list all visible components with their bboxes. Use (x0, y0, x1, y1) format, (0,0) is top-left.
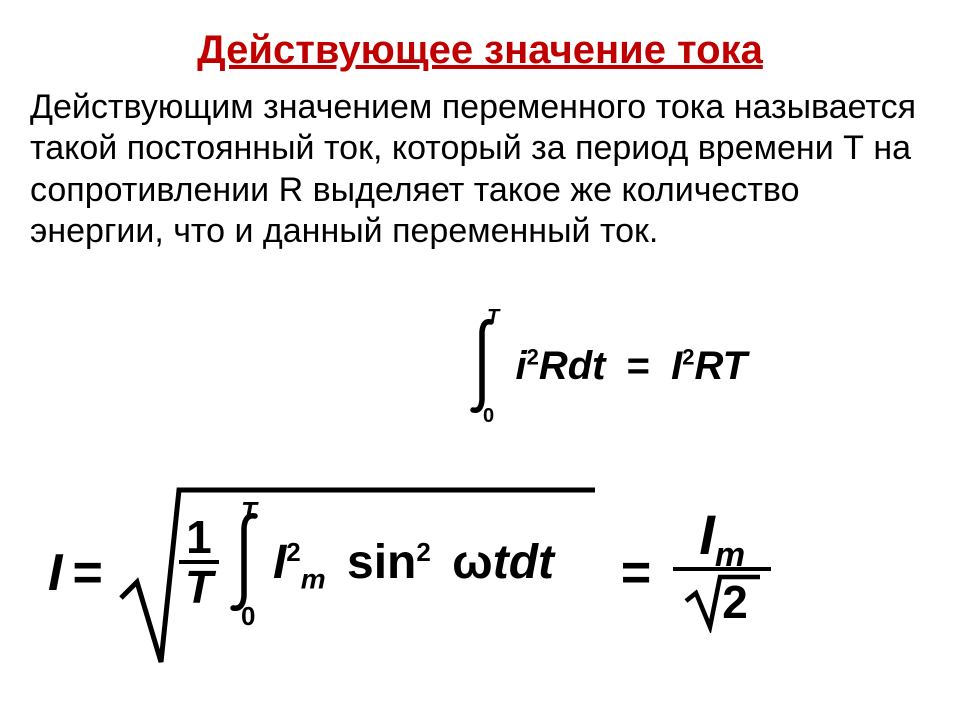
equals-sign: = (627, 344, 650, 388)
int2-lower: 0 (241, 601, 255, 632)
formula-energy-equality: T 0 i2Rdt = I2RT (465, 310, 747, 422)
var-I-result: I (48, 543, 62, 603)
equals-1: = (72, 543, 102, 603)
var-t: t (493, 536, 509, 589)
definition-text: Действующим значением переменного тока н… (30, 87, 930, 253)
integral-lower: 0 (483, 405, 494, 428)
slide: Действующее значение тока Действующим зн… (0, 0, 960, 720)
omega: ω (452, 536, 493, 589)
slide-title: Действующее значение тока (30, 28, 930, 73)
fraction-1-over-T: 1 T (179, 514, 219, 610)
frac-den: T (179, 564, 219, 610)
var-T: T (723, 344, 747, 388)
integral-symbol-2: T 0 (229, 502, 267, 622)
exp-Im: 2 (286, 537, 300, 567)
rhs-den-2: 2 (722, 579, 748, 625)
integral-symbol: T 0 (465, 310, 511, 422)
var-i: i (515, 344, 526, 388)
exp-sin: 2 (416, 537, 430, 567)
rhs-den: 2 (682, 571, 762, 639)
rhs-I: I (699, 503, 715, 566)
integrand: I2m sin2 ωtdt (273, 535, 554, 590)
var-R-b: R (694, 344, 722, 388)
radical-content: 1 T T 0 I2m sin2 ωtdt (179, 502, 554, 622)
var-dt-2: dt (509, 536, 554, 589)
exp-2-b: 2 (682, 344, 694, 369)
var-I-big: I (671, 344, 682, 388)
exp-2: 2 (527, 344, 539, 369)
sub-Im: m (301, 563, 326, 594)
big-radical: 1 T T 0 I2m sin2 ωtdt (117, 478, 597, 668)
frac-num: 1 (180, 514, 218, 560)
var-Im-base: I (273, 536, 286, 589)
rhs-num: Im (699, 507, 745, 567)
var-R: R (539, 344, 568, 388)
formula-rms: I = 1 T T 0 (48, 478, 771, 668)
equals-2: = (621, 543, 651, 603)
sin-label: sin (347, 536, 416, 589)
var-dt: dt (568, 344, 606, 388)
result-fraction: Im 2 (673, 507, 771, 639)
formula1-expression: i2Rdt = I2RT (515, 344, 747, 389)
